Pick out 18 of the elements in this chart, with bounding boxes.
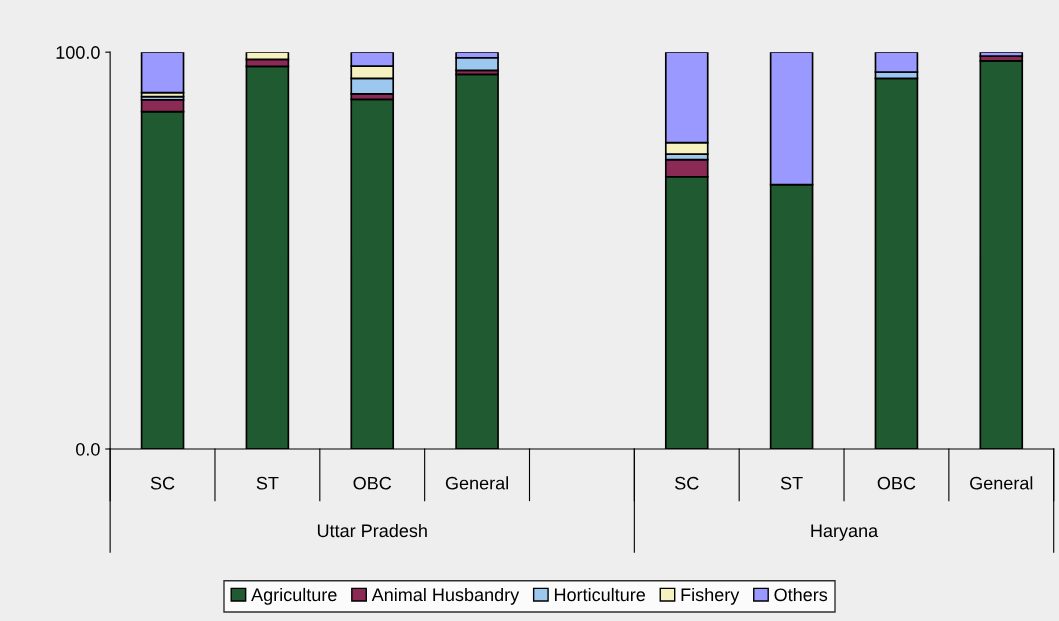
legend-label: Animal Husbandry (371, 587, 520, 605)
legend-label: Fishery (681, 587, 740, 605)
text: Haryana (811, 524, 879, 541)
bar (140, 52, 185, 94)
legend-label: Agriculture (251, 587, 337, 605)
x-tick-label: ST (780, 476, 803, 490)
y-tick-label: 0.0 (76, 442, 100, 456)
legend-label: Others (774, 587, 828, 602)
x-tick-label: SC (675, 476, 699, 490)
text: Uttar Pradesh (317, 523, 427, 538)
x-tick-label: General (445, 476, 508, 490)
x-tick-label: OBC (353, 476, 392, 490)
legend-label: Horticulture (554, 587, 646, 602)
x-tick-label: OBC (877, 476, 916, 490)
x-tick-label: SC (150, 476, 175, 490)
x-tick-label: ST (256, 476, 279, 490)
y-tick-label: 100.0 (56, 46, 100, 59)
x-tick-label: General (970, 476, 1033, 490)
